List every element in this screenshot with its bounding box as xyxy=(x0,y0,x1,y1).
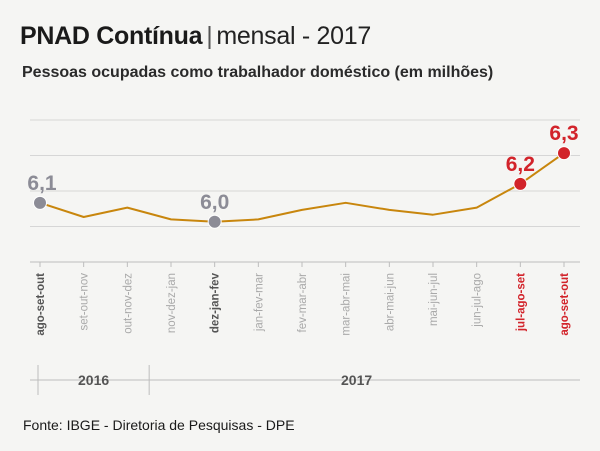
x-tick-label: nov-dez-jan xyxy=(166,273,178,333)
data-points: 6,1 6,0 6,2 6,3 xyxy=(27,122,579,229)
x-axis-labels: ago-set-out set-out-nov out-nov-dez nov-dez… xyxy=(35,262,571,336)
x-tick-label: out-nov-dez xyxy=(122,273,134,334)
x-tick-label: jul-ago-set xyxy=(515,273,527,332)
data-point xyxy=(207,214,222,229)
data-label: 6,0 xyxy=(200,191,229,214)
chart-subtitle: Pessoas ocupadas como trabalhador domést… xyxy=(22,64,494,81)
data-point xyxy=(557,146,571,161)
year-label: 2017 xyxy=(341,372,372,388)
x-tick-label: jan-fev-mar xyxy=(253,273,265,332)
source-note: Fonte: IBGE - Diretoria de Pesquisas - D… xyxy=(23,417,295,433)
data-point xyxy=(513,176,528,191)
chart-title: PNAD Contínua | mensal - 2017 xyxy=(20,22,371,50)
series-line-layer xyxy=(39,152,565,223)
x-tick-label: abr-mai-jun xyxy=(384,273,396,331)
data-label: 6,3 xyxy=(549,122,578,145)
data-label: 6,2 xyxy=(506,153,535,176)
grid-lines xyxy=(30,119,580,263)
data-point xyxy=(33,195,47,210)
title-separator: | xyxy=(206,22,213,50)
x-tick-label: mar-abr-mai xyxy=(341,273,353,336)
series-line xyxy=(39,152,565,223)
x-tick-label: ago-set-out xyxy=(559,273,571,336)
x-tick-label: dez-jan-fev xyxy=(210,272,222,333)
data-label: 6,1 xyxy=(27,172,57,195)
x-tick-label: ago-set-out xyxy=(35,273,47,336)
year-axis: 2016 2017 xyxy=(30,365,580,395)
x-tick-label: fev-mar-abr xyxy=(297,273,309,333)
year-label: 2016 xyxy=(78,372,109,388)
x-tick-label: set-out-nov xyxy=(79,273,91,331)
title-main: PNAD Contínua xyxy=(20,22,203,50)
x-tick-label: jun-jul-ago xyxy=(472,273,484,328)
title-period: mensal - 2017 xyxy=(216,22,371,50)
x-tick-label: mai-jun-jul xyxy=(428,273,440,326)
